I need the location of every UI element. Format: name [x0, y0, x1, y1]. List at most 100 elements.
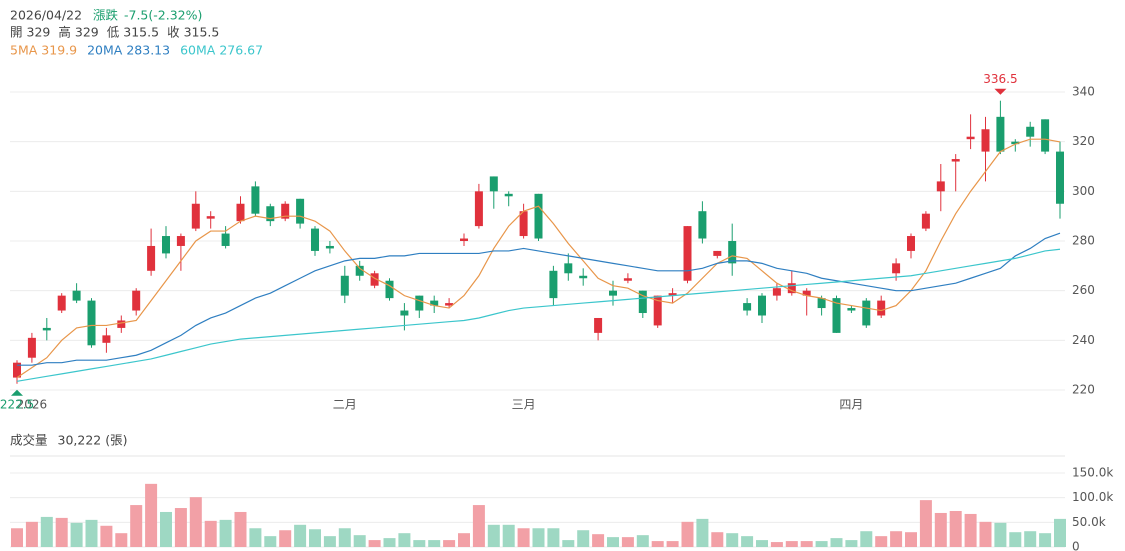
candle-body [877, 300, 886, 316]
candle-body [1011, 141, 1020, 145]
volume-bar [636, 535, 649, 547]
volume-bar [845, 540, 858, 547]
y-tick-label: 0 [1072, 540, 1080, 551]
volume-bar [1039, 533, 1052, 547]
volume-bar [160, 511, 172, 547]
y-tick-label: 50.0k [1072, 515, 1106, 529]
candle-body [907, 236, 915, 251]
volume-bar [756, 540, 768, 547]
annotation: 222.5 [0, 397, 34, 411]
candle-body [981, 129, 990, 152]
ohlc-label: 收 [167, 25, 180, 40]
volume-bar [115, 533, 128, 547]
x-tick-label: 四月 [839, 398, 863, 412]
marker [11, 389, 23, 396]
candle-body [698, 211, 707, 239]
volume-bar [234, 511, 247, 547]
ohlc-value: 315.5 [184, 25, 220, 40]
candle-body [117, 320, 126, 328]
volume-bar [249, 528, 262, 547]
volume-bar [145, 483, 158, 547]
candle-body [921, 213, 930, 229]
candle-body [623, 278, 632, 281]
candle-body [549, 270, 558, 299]
volume-bar [204, 520, 217, 547]
volume-bar [726, 533, 739, 547]
candle-body [638, 290, 647, 314]
volume-bar [949, 510, 962, 547]
candle-body [683, 226, 692, 281]
ohlc-label: 低 [107, 25, 120, 40]
volume-bar [189, 497, 202, 547]
candle-body [281, 203, 290, 219]
candle-body [57, 295, 66, 311]
candle-body [445, 303, 454, 306]
candle-body [13, 362, 21, 378]
x-tick-label: 三月 [512, 398, 536, 412]
change: -7.5(-2.32%) [124, 8, 202, 23]
volume-bar [681, 521, 694, 547]
y-tick-label: 320 [1072, 134, 1095, 148]
volume-bar [964, 513, 977, 547]
volume-bar [830, 538, 843, 547]
date: 2026/04/22 [10, 8, 82, 23]
candle-body [206, 216, 215, 219]
marker [994, 88, 1007, 95]
candle-body [415, 295, 424, 311]
legend-value: 276.67 [219, 43, 263, 58]
candle-body [728, 241, 737, 264]
y-tick-label: 150.0k [1072, 466, 1113, 480]
x-tick-label: 2026 [17, 398, 48, 412]
candle-body [355, 265, 364, 276]
volume-bar [696, 518, 709, 547]
ohlc-value: 329 [27, 25, 51, 40]
candle-body [996, 116, 1005, 152]
candle-body [266, 206, 275, 222]
candle-body [325, 245, 334, 249]
volume-bar [711, 532, 724, 547]
volume-bar [815, 541, 828, 547]
volume-bar [532, 528, 545, 547]
volume-bar [800, 541, 813, 547]
volume-bar [428, 540, 441, 547]
volume-bar [458, 533, 470, 547]
volume-bar [994, 522, 1007, 547]
volume-bar [368, 540, 381, 547]
legend-name: 5MA [10, 43, 38, 58]
candle-body [27, 337, 36, 358]
volume-bar [11, 528, 23, 547]
legend-value: 283.13 [126, 43, 170, 58]
ma-line [16, 138, 1061, 379]
candle-body [787, 283, 796, 294]
volume-bar [666, 541, 679, 547]
volume-bar [621, 537, 634, 547]
volume-bar [85, 519, 98, 547]
candle-body [489, 176, 498, 192]
volume-bar [398, 533, 411, 547]
volume-bar [294, 524, 307, 547]
candle-body [534, 193, 543, 239]
candle-body [191, 203, 200, 229]
candle-body [668, 293, 677, 296]
candle-body [176, 236, 185, 246]
candle-body [653, 295, 662, 326]
volume-bar [502, 524, 515, 547]
candle-body [385, 280, 394, 299]
volume-bar [1024, 531, 1037, 547]
legend-name: 20MA [87, 43, 123, 58]
volume-bar [651, 541, 664, 547]
volume-bar [279, 530, 292, 547]
volume-bar [770, 542, 783, 547]
candle-body [519, 211, 528, 237]
legend-value: 319.9 [41, 43, 77, 58]
volume-bar [785, 541, 798, 547]
candle-body [87, 300, 96, 346]
ohlc-value: 315.5 [123, 25, 159, 40]
candle-body [42, 327, 51, 331]
ohlc-label: 高 [58, 25, 71, 40]
volume-bar [592, 534, 605, 547]
candle-body [743, 303, 752, 311]
y-tick-label: 260 [1072, 283, 1095, 297]
ohlc-label: 開 [10, 25, 23, 40]
